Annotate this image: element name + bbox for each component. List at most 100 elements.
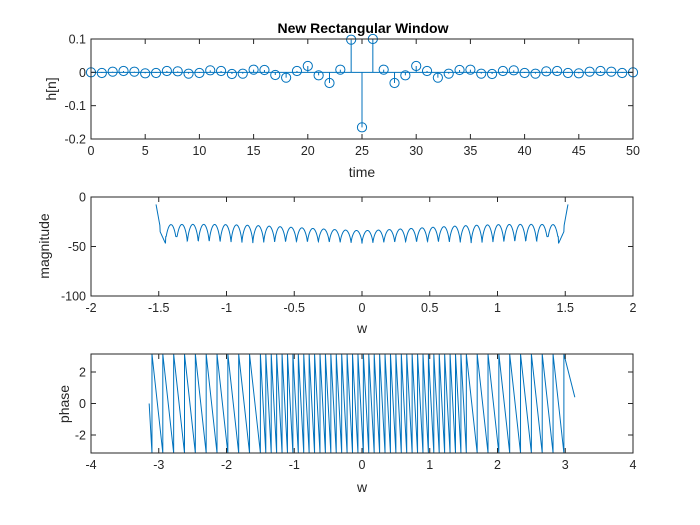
stem-marker — [281, 72, 292, 83]
stem-marker — [595, 65, 606, 77]
stem-marker — [573, 68, 584, 79]
magnitude-series — [155, 204, 569, 244]
x-tick-label: -1.5 — [148, 301, 170, 315]
x-tick-label: 0 — [359, 458, 366, 472]
x-tick-label: 20 — [301, 144, 315, 158]
x-tick-label: 15 — [247, 144, 261, 158]
x-tick-label: 5 — [142, 144, 149, 158]
y-tick-label: -0.2 — [64, 133, 86, 147]
x-tick-label: -3 — [153, 458, 164, 472]
stem-marker — [96, 67, 107, 79]
x-tick-label: -0.5 — [283, 301, 305, 315]
phase-series — [148, 353, 576, 454]
y-axis-ticks: -100 -50 0 — [61, 191, 633, 304]
stem-marker — [324, 77, 335, 89]
y-tick-label: -2 — [75, 429, 86, 443]
stem-marker — [356, 122, 368, 133]
y-axis-label: h[n] — [43, 77, 59, 100]
x-tick-label: 45 — [572, 144, 586, 158]
stem-marker — [215, 65, 227, 77]
y-axis-label: phase — [56, 385, 72, 423]
stem-marker — [617, 67, 628, 79]
stem-marker — [107, 66, 118, 77]
y-tick-label: 0 — [79, 66, 86, 80]
x-axis-label: time — [349, 164, 376, 180]
stem-marker — [291, 65, 303, 77]
stem-marker — [454, 64, 465, 76]
x-tick-label: 0 — [359, 301, 366, 315]
x-tick-label: 50 — [626, 144, 640, 158]
y-axis-ticks: -2 0 2 — [75, 365, 633, 443]
stem-marker — [389, 77, 400, 89]
stem-marker — [541, 66, 552, 77]
stem-panel: New Rectangular Window 0 5 10 15 20 25 30 35 40 4… — [43, 20, 640, 180]
stem-series — [85, 33, 639, 133]
y-axis-label: magnitude — [36, 213, 52, 279]
stem-marker — [400, 70, 411, 81]
stem-marker — [248, 64, 259, 75]
stem-marker — [161, 65, 172, 77]
magnitude-panel: -2 -1.5 -1 -0.5 0 0.5 1 1.5 2 -100 -50 0 w magnitu… — [36, 191, 637, 337]
x-tick-label: 30 — [409, 144, 423, 158]
x-tick-label: -1 — [289, 458, 300, 472]
x-axis-ticks: -4 -3 -2 -1 0 1 2 3 4 — [85, 354, 637, 472]
phase-panel: -4 -3 -2 -1 0 1 2 3 4 -2 0 2 w phase — [56, 353, 637, 495]
stem-marker — [335, 64, 346, 75]
stem-marker — [562, 67, 574, 79]
stem-marker — [259, 64, 270, 76]
x-axis-ticks: -2 -1.5 -1 -0.5 0 0.5 1 1.5 2 — [85, 197, 637, 315]
y-tick-label: 0 — [79, 191, 86, 205]
stem-marker — [421, 65, 433, 77]
stem-marker — [346, 34, 357, 45]
stem-marker — [194, 67, 205, 79]
x-tick-label: -4 — [85, 458, 96, 472]
chart-title: New Rectangular Window — [277, 20, 448, 36]
x-tick-label: 35 — [463, 144, 477, 158]
y-tick-label: -0.1 — [64, 99, 86, 113]
x-tick-label: 10 — [192, 144, 206, 158]
x-tick-label: 40 — [518, 144, 532, 158]
stem-marker — [378, 64, 389, 75]
stem-marker — [150, 67, 162, 79]
stem-marker — [552, 65, 563, 77]
x-tick-label: 3 — [562, 458, 569, 472]
stem-marker — [443, 68, 454, 79]
x-tick-label: 25 — [355, 144, 369, 158]
stem-marker — [476, 68, 487, 79]
stem-marker — [486, 68, 498, 80]
stem-marker — [129, 66, 140, 77]
y-tick-label: -50 — [68, 240, 86, 254]
y-tick-label: 0.1 — [69, 33, 86, 47]
stem-marker — [118, 65, 129, 77]
x-tick-label: 0 — [88, 144, 95, 158]
x-axis-ticks: 0 5 10 15 20 25 30 35 40 45 50 — [88, 39, 640, 158]
stem-marker — [172, 66, 183, 77]
stem-marker — [205, 65, 216, 76]
phase-line — [148, 353, 576, 454]
magnitude-line — [155, 204, 569, 244]
x-tick-label: 2 — [630, 301, 637, 315]
y-axis-ticks: -0.2 -0.1 0 0.1 — [64, 33, 633, 147]
plot-frame — [90, 196, 634, 297]
stem-marker — [497, 65, 509, 77]
stem-marker — [519, 67, 530, 79]
x-tick-label: 4 — [630, 458, 637, 472]
stem-marker — [606, 66, 617, 77]
x-tick-label: -2 — [221, 458, 232, 472]
y-tick-label: 2 — [79, 365, 86, 379]
stem-marker — [432, 72, 443, 83]
stem-marker — [313, 70, 324, 81]
y-tick-label: -100 — [61, 290, 86, 304]
stem-marker — [508, 65, 519, 76]
x-tick-label: 2 — [494, 458, 501, 472]
stem-marker — [465, 64, 476, 75]
stem-marker — [411, 60, 422, 72]
stem-marker — [530, 68, 541, 79]
stem-marker — [584, 66, 595, 77]
x-tick-label: -2 — [85, 301, 96, 315]
x-tick-label: -1 — [221, 301, 232, 315]
stem-marker — [302, 60, 313, 72]
x-axis-label: w — [356, 320, 368, 336]
stem-marker — [183, 68, 194, 79]
